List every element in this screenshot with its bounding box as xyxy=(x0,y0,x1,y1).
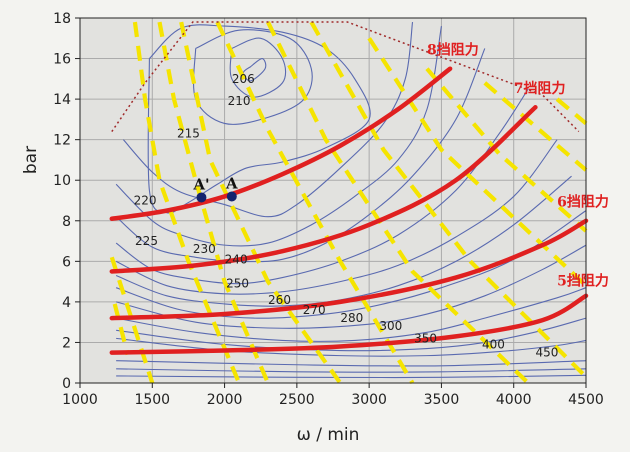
x-tick-label: 3500 xyxy=(424,392,460,408)
contour-value-label: 280 xyxy=(340,311,363,325)
constant-power-line xyxy=(109,256,155,384)
x-tick-label: 3000 xyxy=(351,392,387,408)
y-tick-label: 4 xyxy=(62,295,71,311)
operating-point-label: A' xyxy=(192,175,209,193)
contour-value-label: 240 xyxy=(225,252,248,266)
contour-value-label: 220 xyxy=(134,194,157,208)
contour-value-label: 450 xyxy=(536,346,559,360)
y-tick-label: 6 xyxy=(62,254,71,270)
constant-power-line xyxy=(157,21,270,384)
resistance-curve-label: 8挡阻力 xyxy=(427,42,479,59)
operating-point-label: A xyxy=(225,174,238,192)
contour-value-label: 270 xyxy=(303,303,326,317)
y-tick-label: 16 xyxy=(53,52,71,68)
resistance-curve xyxy=(109,293,589,355)
x-tick-label: 2500 xyxy=(279,392,315,408)
x-tick-label: 4500 xyxy=(568,392,604,408)
constant-power-line xyxy=(425,67,588,233)
y-tick-label: 18 xyxy=(53,11,71,27)
resistance-curve-label: 6挡阻力 xyxy=(557,194,609,211)
label-layer: 206 210 215 220 225 230 240 250 260 270 280 300 350 4… xyxy=(134,42,609,360)
axes-layer: 1000 1500 2000 2500 3000 3500 4000 4500 0 2 4 6 8 10 1… xyxy=(53,11,604,408)
bsfc-contour-line xyxy=(115,48,486,263)
contour-value-label: 210 xyxy=(228,94,251,108)
resistance-curve xyxy=(109,104,538,274)
x-tick-label: 2000 xyxy=(207,392,243,408)
contour-value-label: 215 xyxy=(177,127,200,141)
operating-point-marker xyxy=(226,191,237,202)
contour-value-label: 350 xyxy=(414,331,437,345)
contour-value-label: 206 xyxy=(232,72,255,86)
constant-power-line xyxy=(367,37,588,288)
contour-value-label: 225 xyxy=(135,234,158,248)
contour-value-label: 230 xyxy=(193,242,216,256)
y-tick-label: 14 xyxy=(53,92,71,108)
y-tick-label: 12 xyxy=(53,133,71,149)
plot-frame xyxy=(79,17,587,384)
contour-value-label: 400 xyxy=(482,337,505,351)
y-tick-label: 10 xyxy=(53,173,71,189)
contour-value-label: 260 xyxy=(268,293,291,307)
x-axis-title: ω / min xyxy=(297,425,360,445)
constant-power-line xyxy=(132,21,241,384)
contour-value-label: 300 xyxy=(379,319,402,333)
plot-background xyxy=(80,18,586,383)
bsfc-contour-line xyxy=(242,58,267,82)
operating-point-marker xyxy=(196,192,207,203)
bsfc-contour-line xyxy=(115,26,442,247)
contour-value-label: 250 xyxy=(226,277,249,291)
resistance-curve xyxy=(109,66,453,221)
constant-power-line xyxy=(266,21,530,385)
x-tick-label: 1000 xyxy=(62,392,98,408)
x-tick-label: 4000 xyxy=(496,392,532,408)
constant-power-line xyxy=(112,303,130,356)
bsfc-contour-line xyxy=(229,37,287,98)
bsfc-contour-line xyxy=(116,368,587,373)
constant-power-line xyxy=(215,21,415,385)
constant-power-line xyxy=(309,21,588,379)
bsfc-contour-line xyxy=(116,360,587,367)
bsfc-contour-line xyxy=(116,287,587,342)
resistance-curve xyxy=(109,218,589,321)
bsfc-contour-line xyxy=(122,21,414,218)
y-tick-label: 2 xyxy=(62,335,71,351)
power-line-layer xyxy=(109,21,588,385)
y-axis-title: bar xyxy=(21,146,41,174)
resistance-curve-layer xyxy=(109,66,589,355)
constant-power-line xyxy=(555,97,588,126)
resistance-curve-label: 7挡阻力 xyxy=(514,80,566,97)
constant-power-line xyxy=(179,21,342,385)
x-tick-label: 1500 xyxy=(134,392,170,408)
y-tick-label: 8 xyxy=(62,214,71,230)
y-tick-label: 0 xyxy=(62,376,71,392)
resistance-curve-label: 5挡阻力 xyxy=(557,273,609,290)
